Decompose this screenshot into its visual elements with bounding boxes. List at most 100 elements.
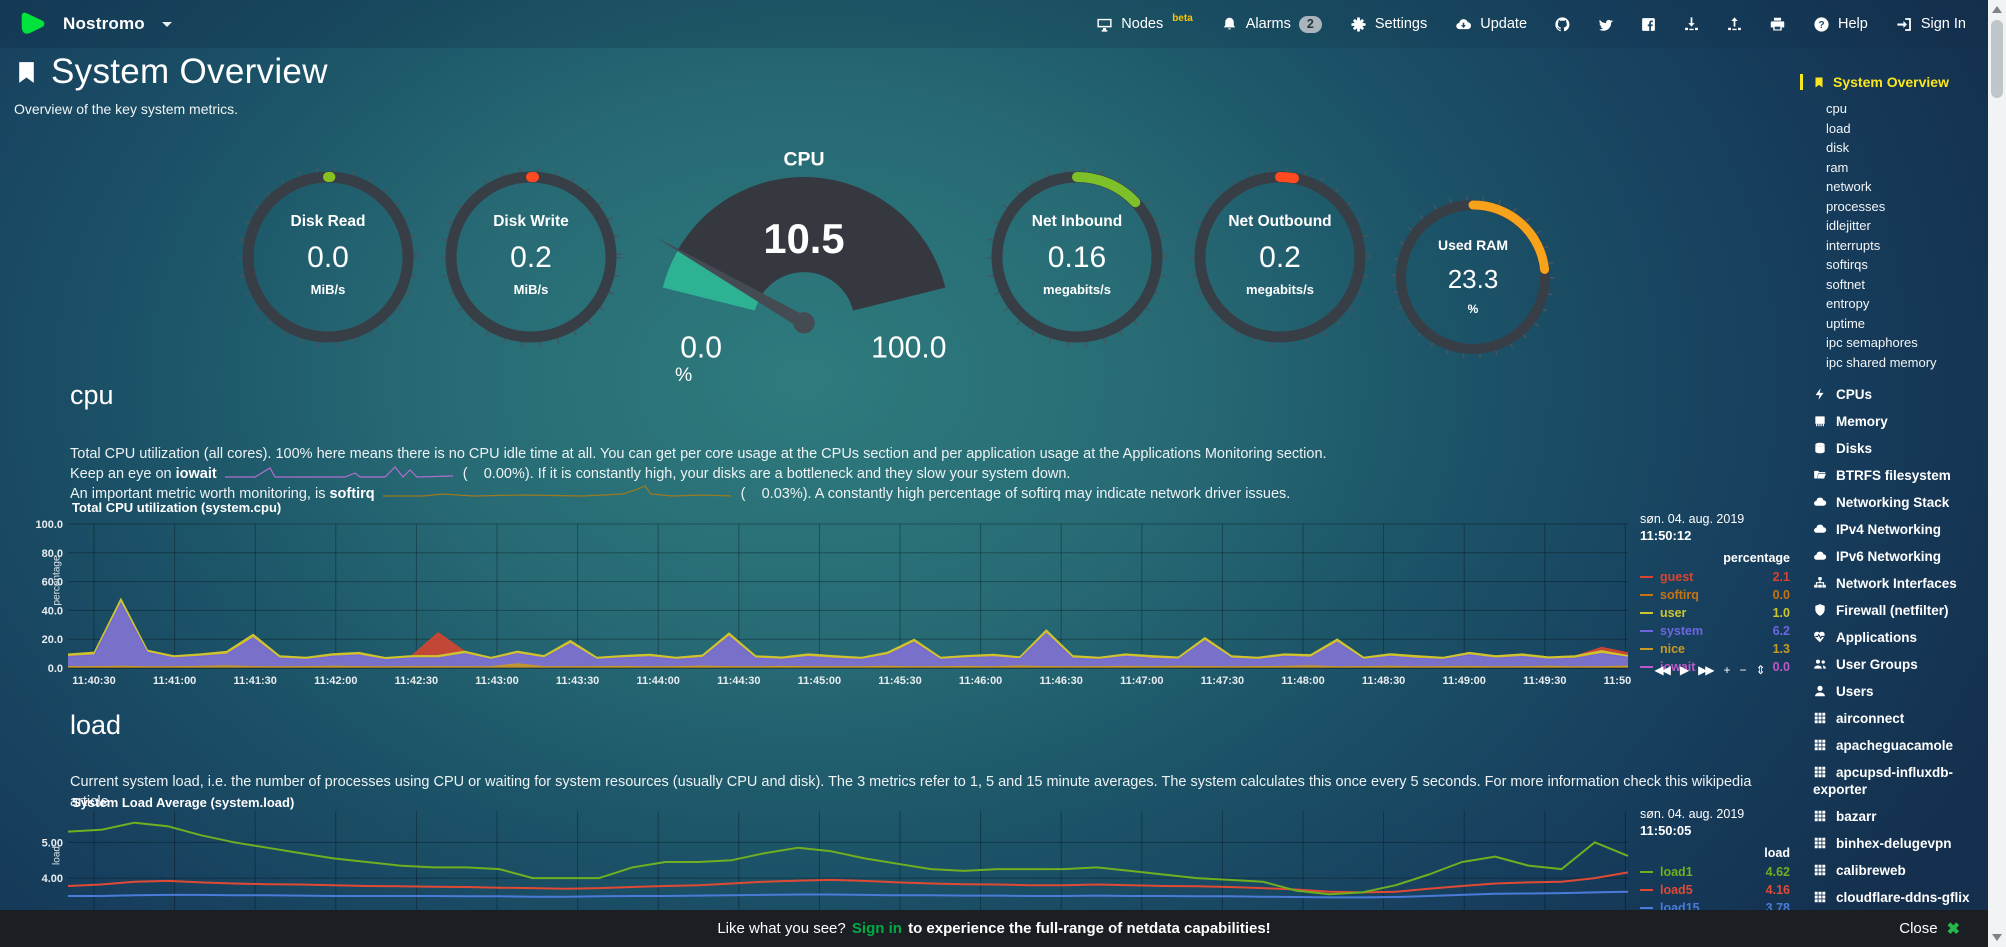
sidebar-subitem[interactable]: disk [1826, 140, 1850, 155]
sidebar-subitem[interactable]: interrupts [1826, 237, 1881, 253]
bookmark-icon [14, 56, 39, 89]
chart-toolbar-button[interactable]: + [1723, 663, 1731, 677]
legend-row[interactable]: load5 4.16 [1640, 881, 1790, 899]
legend-dash [1640, 648, 1653, 650]
section-icon [1813, 809, 1827, 823]
legend-row[interactable]: nice 1.3 [1640, 640, 1790, 658]
sidebar-section-item[interactable]: bazarr [1813, 808, 1984, 825]
svg-text:11:50:00: 11:50:00 [1604, 675, 1632, 687]
sidebar-section-label: Firewall (netfilter) [1836, 603, 1949, 618]
softirq-text-post: ( 0.03%). A constantly high percentage o… [740, 486, 1291, 502]
sidebar-subitem[interactable]: network [1826, 179, 1872, 194]
legend-row[interactable]: user 1.0 [1640, 604, 1790, 622]
sidebar-section-label: Users [1836, 684, 1874, 699]
hostname: Nostromo [63, 14, 145, 33]
ring-gauge[interactable]: Net Inbound 0.16 megabits/s [982, 162, 1172, 352]
legend-row[interactable]: softirq 0.0 [1640, 586, 1790, 604]
sidebar-section-label: BTRFS filesystem [1836, 468, 1951, 483]
sidebar-subitem[interactable]: ipc shared memory [1826, 354, 1937, 370]
facebook-button[interactable] [1627, 0, 1670, 48]
sidebar-section-item[interactable]: IPv4 Networking [1813, 521, 1984, 538]
softirq-sparkline[interactable] [382, 485, 733, 500]
chart-toolbar-button[interactable]: ⇕ [1755, 663, 1766, 677]
sidebar-section-item[interactable]: cloudflare-ddns-gflix [1813, 889, 1984, 906]
sidebar-subitem[interactable]: entropy [1826, 296, 1870, 311]
sidebar-section-item[interactable]: apcupsd-influxdb-exporter [1813, 764, 1984, 798]
scrollbar-down-arrow[interactable] [1992, 934, 2002, 941]
ring-gauge[interactable]: Net Outbound 0.2 megabits/s [1185, 162, 1375, 352]
sidebar-subitem[interactable]: uptime [1826, 315, 1866, 331]
sidebar-section-item[interactable]: User Groups [1813, 656, 1984, 673]
sidebar-subitem[interactable]: ram [1826, 159, 1849, 175]
print-button[interactable] [1756, 0, 1799, 48]
sidebar-section-item[interactable]: Memory [1813, 413, 1984, 430]
scrollbar-up-arrow[interactable] [1992, 6, 2002, 13]
legend-dash [1640, 612, 1653, 614]
legend-name: system [1660, 624, 1704, 638]
sidebar-section-item[interactable]: Disks [1813, 440, 1984, 457]
legend-row[interactable]: guest 2.1 [1640, 568, 1790, 586]
legend-row[interactable]: iowait 0.0 [1640, 658, 1790, 676]
beta-tag: beta [1172, 12, 1193, 24]
cpu-gauge-arc [662, 176, 945, 311]
cpu-chart-plot[interactable]: 0.0 20.0 40.0 60.0 80.0 100.0 11:40:30 11:41:00… [0, 516, 1632, 688]
signin-banner: Like what you see? Sign in to experience… [0, 910, 1988, 947]
help-button[interactable]: Help [1799, 0, 1882, 48]
sidebar-subitem[interactable]: softirqs [1826, 257, 1868, 272]
sidebar-section-item[interactable]: Users [1813, 683, 1984, 700]
chart-toolbar-button[interactable]: − [1739, 663, 1747, 677]
brand-menu[interactable]: Nostromo [18, 9, 172, 39]
sidebar-section-item[interactable]: Networking Stack [1813, 494, 1984, 511]
chart-toolbar-button[interactable]: ◀◀ [1654, 663, 1671, 677]
sidebar-item-system-overview[interactable]: System Overview [1800, 74, 1984, 90]
section-icon [1813, 495, 1827, 509]
iowait-sparkline[interactable] [224, 465, 455, 480]
sidebar-subitem[interactable]: cpu [1826, 101, 1847, 116]
close-banner-button[interactable]: Close ✖ [1899, 919, 1960, 939]
sidebar-section-item[interactable]: Applications [1813, 629, 1984, 646]
sidebar-subitem[interactable]: load [1826, 120, 1851, 136]
sidebar-section-item[interactable]: IPv6 Networking [1813, 548, 1984, 565]
twitter-button[interactable] [1584, 0, 1627, 48]
sidebar-subitem[interactable]: ipc semaphores [1826, 335, 1918, 350]
cpu-gauge-needle [653, 236, 807, 329]
alarms-button[interactable]: Alarms 2 [1207, 0, 1336, 48]
ring-gauge[interactable]: Disk Read 0.0 MiB/s [233, 162, 423, 352]
sidebar-section-item[interactable]: BTRFS filesystem [1813, 467, 1984, 484]
page-scrollbar[interactable] [1988, 0, 2006, 947]
cpu-chart-legend: søn. 04. aug. 2019 11:50:12 percentage g… [1640, 512, 1790, 676]
sidebar-subitem[interactable]: softnet [1826, 276, 1866, 292]
update-button[interactable]: Update [1441, 0, 1541, 48]
cpu-chart-title: Total CPU utilization (system.cpu) [72, 500, 282, 515]
scrollbar-thumb[interactable] [1991, 20, 2003, 98]
legend-name: nice [1660, 642, 1686, 656]
sidebar-section-item[interactable]: calibreweb [1813, 862, 1984, 879]
settings-button[interactable]: Settings [1336, 0, 1441, 48]
legend-row[interactable]: load1 4.62 [1640, 863, 1790, 881]
right-sidebar: System Overview cpu load disk ram network pro… [1790, 48, 1988, 947]
sidebar-section-item[interactable]: Firewall (netfilter) [1813, 602, 1984, 619]
sidebar-section-item[interactable]: CPUs [1813, 386, 1984, 403]
legend-dash [1640, 594, 1653, 596]
chart-toolbar-button[interactable]: ▶▶ [1698, 663, 1715, 677]
sidebar-section-item[interactable]: binhex-delugevpn [1813, 835, 1984, 852]
signin-button[interactable]: Sign In [1882, 0, 1980, 48]
ram-gauge[interactable]: Used RAM 23.3 % [1388, 192, 1558, 362]
svg-text:0.0: 0.0 [48, 663, 63, 675]
legend-row[interactable]: system 6.2 [1640, 622, 1790, 640]
nodes-button[interactable]: Nodes beta [1082, 0, 1206, 48]
sidebar-subitem[interactable]: idlejitter [1826, 218, 1871, 233]
sidebar-section-item[interactable]: apacheguacamole [1813, 737, 1984, 754]
github-button[interactable] [1541, 0, 1584, 48]
export-snapshot-button[interactable] [1670, 0, 1713, 48]
sidebar-section-item[interactable]: Network Interfaces [1813, 575, 1984, 592]
sidebar-section-item[interactable]: airconnect [1813, 710, 1984, 727]
signin-link[interactable]: Sign in [851, 920, 902, 937]
import-snapshot-button[interactable] [1713, 0, 1756, 48]
legend-value: 4.62 [1765, 865, 1790, 879]
cpu-gauge[interactable]: CPU 10.5 0.0 100.0 % [639, 148, 969, 386]
ring-gauge[interactable]: Disk Write 0.2 MiB/s [436, 162, 626, 352]
sidebar-section-label: binhex-delugevpn [1836, 836, 1952, 851]
chart-toolbar-button[interactable]: ▶ [1679, 663, 1689, 677]
sidebar-subitem[interactable]: processes [1826, 198, 1886, 214]
